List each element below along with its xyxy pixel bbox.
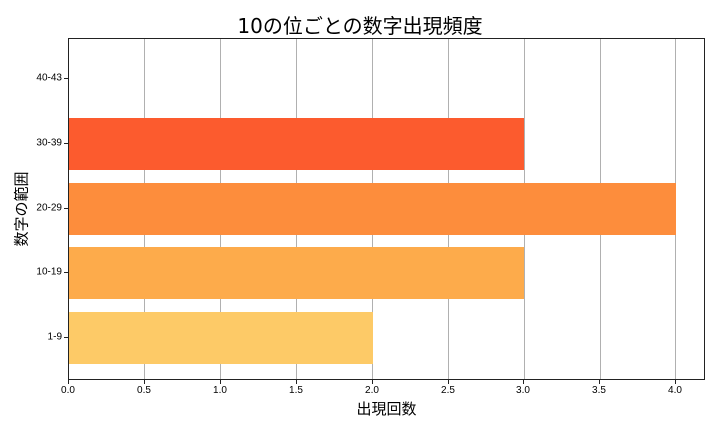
bar-1-9 (69, 312, 373, 364)
y-tick-label: 1-9 (47, 331, 62, 343)
plot-area (68, 38, 705, 380)
x-tick-label: 4.0 (668, 385, 682, 396)
x-tick (675, 380, 676, 384)
x-tick-label: 1.0 (213, 385, 227, 396)
x-tick-label: 3.5 (592, 385, 606, 396)
y-tick (64, 337, 68, 338)
y-tick (64, 272, 68, 273)
chart-title: 10の位ごとの数字出現頻度 (237, 14, 483, 38)
x-tick-label: 0.0 (61, 385, 75, 396)
y-tick-label: 20-29 (36, 202, 62, 214)
x-tick (523, 380, 524, 384)
bar-10-19 (69, 247, 524, 299)
y-tick (64, 143, 68, 144)
x-tick-label: 0.5 (137, 385, 151, 396)
x-tick (144, 380, 145, 384)
y-tick-label: 40-43 (36, 72, 62, 84)
x-tick (372, 380, 373, 384)
y-tick-label: 30-39 (36, 137, 62, 149)
y-axis-title: 数字の範囲 (12, 171, 31, 247)
bar-20-29 (69, 183, 676, 235)
bar-30-39 (69, 118, 524, 170)
x-tick (68, 380, 69, 384)
x-tick (599, 380, 600, 384)
x-tick-label: 2.0 (365, 385, 379, 396)
x-tick (448, 380, 449, 384)
y-tick (64, 208, 68, 209)
x-tick (296, 380, 297, 384)
x-tick-label: 2.5 (441, 385, 455, 396)
x-axis-title: 出現回数 (356, 400, 417, 418)
y-tick (64, 78, 68, 79)
x-tick-label: 1.5 (289, 385, 303, 396)
x-tick (220, 380, 221, 384)
y-tick-label: 10-19 (36, 266, 62, 278)
x-tick-label: 3.0 (516, 385, 530, 396)
